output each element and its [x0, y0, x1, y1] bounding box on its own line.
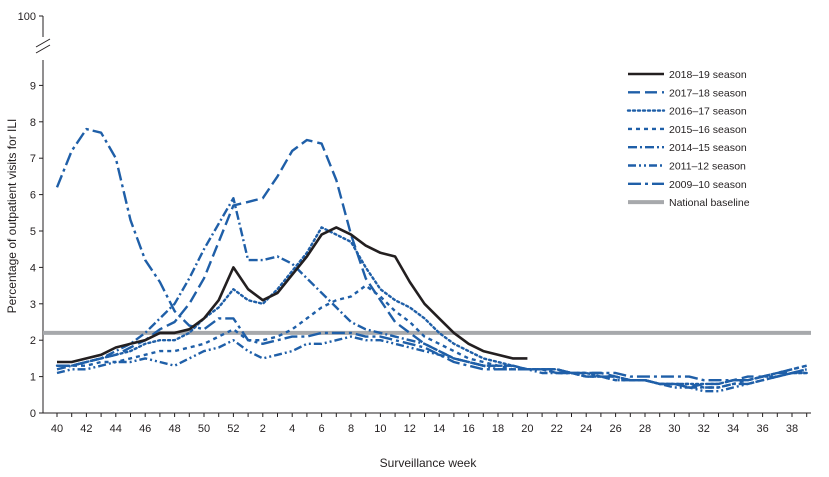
series-line-2015-16season [57, 284, 807, 389]
x-tick-label: 28 [639, 423, 651, 435]
legend-label: National baseline [669, 197, 750, 209]
x-tick-label: 36 [756, 423, 768, 435]
series-line-2017-18season [57, 138, 807, 389]
x-axis-title: Surveillance week [380, 456, 478, 470]
y-tick-label: 9 [30, 80, 36, 92]
x-tick-label: 26 [609, 423, 621, 435]
x-tick-label: 30 [668, 423, 680, 435]
x-tick-label: 38 [786, 423, 798, 435]
y-tick-label: 7 [30, 153, 36, 165]
axis-break-mark [35, 44, 51, 54]
x-tick-label: 6 [319, 423, 325, 435]
series-layer [55, 127, 808, 393]
x-tick-label: 34 [727, 423, 739, 435]
y-tick-label: 3 [30, 299, 36, 311]
x-tick-label: 20 [521, 423, 533, 435]
legend-label: 2014–15 season [669, 142, 747, 154]
legend-label: 2016–17 season [669, 106, 747, 118]
x-tick-label: 46 [139, 423, 151, 435]
x-tick-label: 48 [168, 423, 180, 435]
series-line-2016-17season [55, 226, 808, 386]
series-line-2011-12season [56, 335, 807, 393]
x-tick-label: 2 [260, 423, 266, 435]
legend-label: 2011–12 season [669, 161, 746, 173]
series-line-2018-19season [57, 226, 528, 364]
y-tick-label: 4 [30, 262, 36, 274]
x-tick-label: 40 [51, 423, 63, 435]
x-tick-label: 24 [580, 423, 592, 435]
y-tick-label: 8 [30, 117, 36, 129]
y-tick-label: 6 [30, 190, 36, 202]
y-tick-label: 100 [18, 11, 36, 23]
series-line-2009-10season [55, 127, 807, 382]
x-tick-label: 22 [551, 423, 563, 435]
x-tick-label: 18 [492, 423, 504, 435]
x-tick-label: 44 [110, 423, 122, 435]
x-tick-label: 14 [433, 423, 445, 435]
x-tick-label: 32 [698, 423, 710, 435]
y-axis-title: Percentage of outpatient visits for ILI [5, 119, 19, 314]
legend-label: 2015–16 season [669, 124, 747, 136]
x-tick-label: 8 [348, 423, 354, 435]
x-tick-label: 52 [227, 423, 239, 435]
y-tick-label: 5 [30, 226, 36, 238]
series-line-2014-15season [56, 197, 807, 389]
y-tick-label: 1 [30, 372, 36, 384]
x-tick-label: 12 [404, 423, 416, 435]
axis-break-mark [35, 38, 51, 48]
x-tick-label: 10 [374, 423, 386, 435]
legend-label: 2018–19 season [669, 69, 747, 81]
y-tick-label: 2 [30, 335, 36, 347]
x-tick-label: 42 [80, 423, 92, 435]
legend: 2018–19 season 2017–18 season 2016–17 seas… [626, 69, 750, 209]
x-tick-label: 16 [462, 423, 474, 435]
y-tick-label: 0 [30, 408, 36, 420]
x-tick-label: 4 [289, 423, 295, 435]
x-tick-label: 50 [198, 423, 210, 435]
legend-label: 2017–18 season [669, 87, 747, 99]
legend-label: 2009–10 season [669, 179, 747, 191]
